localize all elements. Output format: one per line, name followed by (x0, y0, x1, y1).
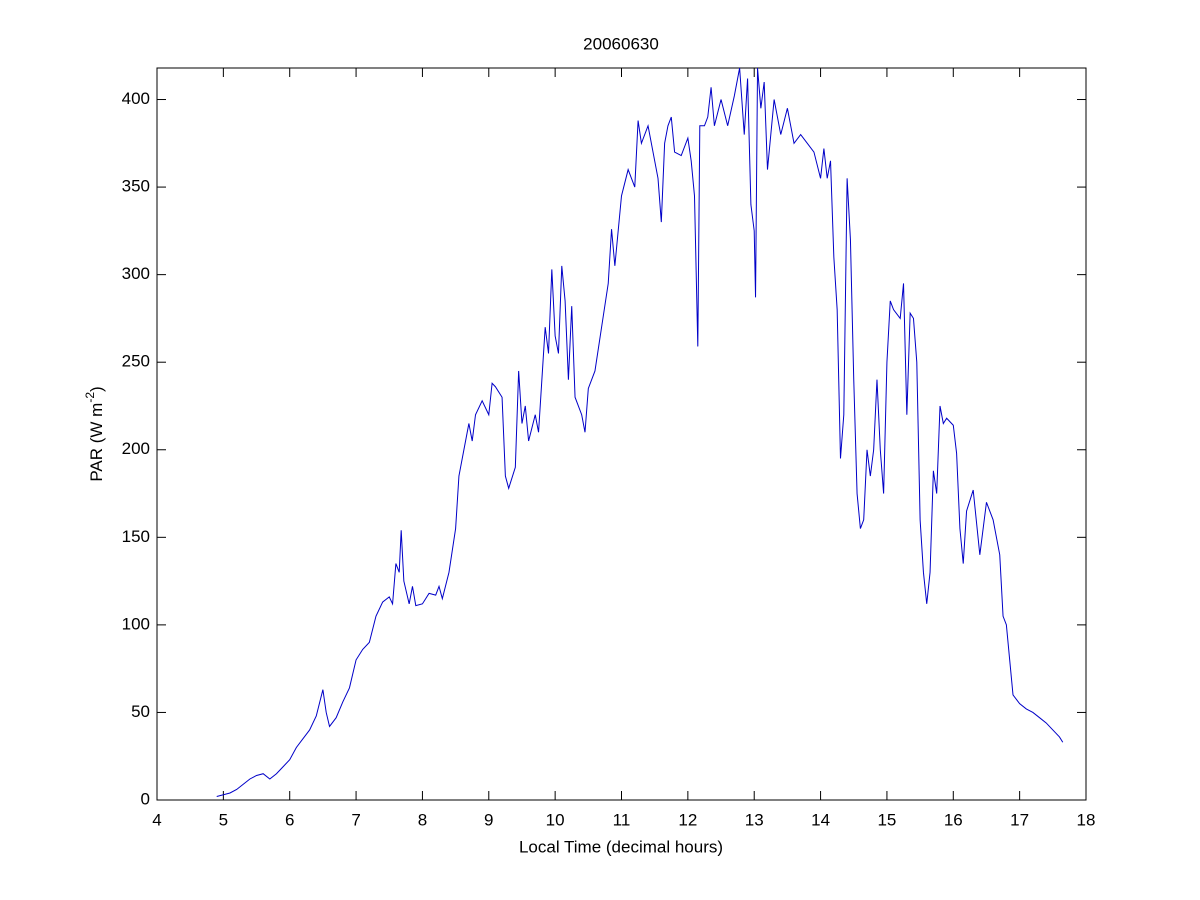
chart-title: 20060630 (583, 34, 659, 53)
data-line (216, 67, 1064, 797)
x-tick-label: 16 (944, 810, 963, 829)
x-tick-label: 6 (285, 810, 294, 829)
y-tick-label: 400 (122, 89, 150, 108)
x-tick-label: 10 (546, 810, 565, 829)
y-tick-label: 250 (122, 352, 150, 371)
x-tick-label: 7 (351, 810, 360, 829)
x-tick-label: 15 (877, 810, 896, 829)
y-axis-label: PAR (W m-2) (83, 386, 106, 481)
y-tick-label: 350 (122, 177, 150, 196)
x-tick-label: 8 (418, 810, 427, 829)
y-tick-label: 50 (131, 702, 150, 721)
y-tick-label: 0 (141, 789, 150, 808)
x-tick-label: 4 (152, 810, 161, 829)
x-tick-label: 9 (484, 810, 493, 829)
x-tick-label: 17 (1010, 810, 1029, 829)
x-tick-label: 11 (613, 810, 631, 829)
y-axis-label-sup: -2 (83, 392, 97, 403)
plot-frame (156, 67, 1087, 801)
x-tick-label: 13 (745, 810, 764, 829)
y-axis-label-part: ) (87, 386, 106, 392)
y-tick-label: 200 (122, 439, 150, 458)
x-tick-label: 12 (678, 810, 697, 829)
x-axis-label: Local Time (decimal hours) (519, 837, 723, 856)
x-tick-label: 14 (811, 810, 830, 829)
x-tick-label: 18 (1077, 810, 1096, 829)
y-tick-label: 150 (122, 527, 150, 546)
y-axis-label-part: PAR (W m (87, 403, 106, 482)
y-tick-label: 100 (122, 614, 150, 633)
x-tick-label: 5 (219, 810, 228, 829)
y-tick-label: 300 (122, 264, 150, 283)
